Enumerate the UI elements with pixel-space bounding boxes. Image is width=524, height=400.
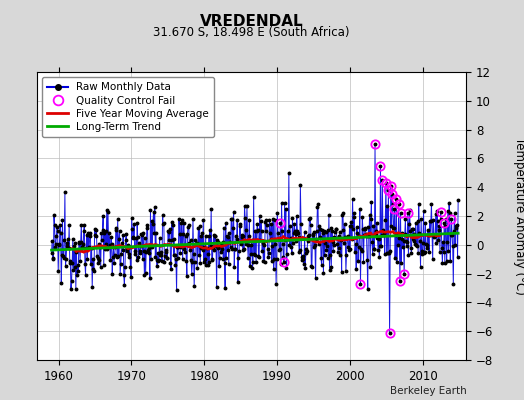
Text: 31.670 S, 18.498 E (South Africa): 31.670 S, 18.498 E (South Africa) [153, 26, 350, 39]
Text: VREDENDAL: VREDENDAL [200, 14, 303, 29]
Legend: Raw Monthly Data, Quality Control Fail, Five Year Moving Average, Long-Term Tren: Raw Monthly Data, Quality Control Fail, … [42, 77, 214, 137]
Y-axis label: Temperature Anomaly (°C): Temperature Anomaly (°C) [513, 137, 524, 295]
Text: Berkeley Earth: Berkeley Earth [390, 386, 466, 396]
